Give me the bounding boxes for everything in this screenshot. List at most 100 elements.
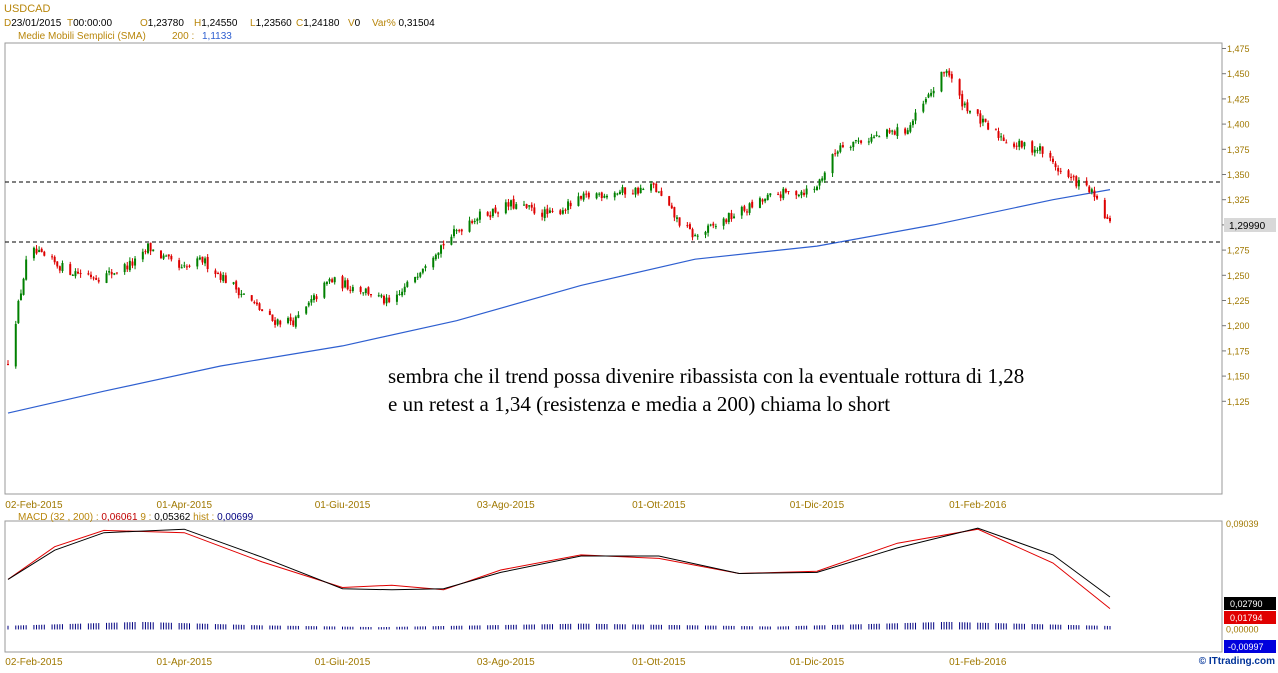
candle-body [32, 247, 35, 259]
macd-x-tick-label: 01-Giu-2015 [315, 657, 371, 668]
candle-body [406, 281, 409, 287]
candle-body [834, 153, 837, 155]
candle-body [784, 189, 787, 193]
sma-legend-period: 200 : [172, 31, 194, 42]
candle-body [43, 251, 46, 256]
candle-body [110, 272, 113, 275]
candle-body [294, 316, 297, 327]
candle-body [709, 224, 712, 226]
candle-body [331, 279, 334, 283]
candle-body [704, 231, 707, 235]
header-field: Var% 0,31504 [372, 18, 435, 29]
candle-body [307, 302, 310, 306]
candle-body [56, 261, 59, 267]
candle-body [126, 265, 129, 270]
candle-body [497, 212, 500, 214]
candle-body [279, 320, 282, 325]
candle-body [95, 278, 98, 280]
candle-body [74, 271, 77, 277]
candle-body [686, 225, 689, 227]
candle-body [836, 151, 839, 154]
candle-body [580, 195, 583, 199]
sma-legend-value: 1,1133 [202, 31, 232, 42]
candle-body [380, 295, 383, 297]
candle-body [818, 179, 821, 186]
candle-body [1090, 189, 1093, 193]
candle-body [1109, 218, 1111, 222]
candle-body [1033, 149, 1036, 153]
candle-body [89, 274, 92, 278]
candle-body [751, 201, 754, 208]
candle-body [961, 94, 964, 107]
candle-body [758, 198, 761, 208]
sma-legend-label: Medie Mobili Semplici (SMA) [18, 31, 146, 42]
candle-body [924, 98, 927, 103]
candle-body [217, 272, 220, 274]
candle-body [1002, 137, 1005, 141]
candle-body [268, 311, 271, 315]
candle-body [1077, 179, 1080, 187]
candle-body [528, 205, 531, 207]
candle-body [328, 279, 331, 282]
candle-body [1036, 149, 1039, 151]
candle-body [548, 210, 551, 213]
candle-body [1106, 216, 1109, 219]
candle-body [7, 364, 9, 366]
candle-body [797, 194, 800, 197]
candle-body [821, 178, 824, 181]
candle-body [857, 140, 860, 142]
candle-body [930, 92, 933, 96]
candle-body [948, 70, 951, 76]
candle-body [370, 294, 373, 296]
header-field: T00:00:00 [67, 18, 112, 29]
candle-body [235, 281, 238, 290]
candle-body [19, 293, 22, 301]
candle-body [740, 206, 743, 216]
price-x-tick-label: 01-Apr-2015 [157, 500, 213, 511]
macd-x-tick-label: 01-Ott-2015 [632, 657, 686, 668]
candle-body [17, 300, 20, 324]
macd-axis-min-box [1224, 640, 1276, 653]
candle-body [849, 146, 852, 148]
candle-body [87, 273, 90, 275]
candle-body [660, 190, 663, 196]
candle-body [1000, 136, 1003, 138]
sma-200-line [7, 189, 1111, 414]
candle-body [541, 212, 544, 217]
candle-body [945, 70, 948, 74]
candle-body [364, 288, 367, 294]
candle-body [906, 130, 909, 135]
candle-body [618, 191, 621, 195]
candle-body [1057, 168, 1060, 172]
candle-body [559, 210, 562, 215]
header-field: C1,24180 [296, 18, 340, 29]
price-tick-label: 1,200 [1227, 321, 1250, 331]
candle-body [655, 183, 658, 193]
candle-body [196, 258, 199, 267]
macd-x-tick-label: 01-Feb-2016 [949, 657, 1007, 668]
candle-body [489, 215, 492, 218]
candle-body [613, 192, 616, 198]
candle-body [725, 219, 728, 223]
candle-body [1031, 141, 1034, 153]
candle-body [377, 295, 380, 297]
candle-body [707, 225, 710, 233]
candle-body [128, 260, 131, 271]
candle-body [997, 131, 1000, 138]
price-x-tick-label: 02-Feb-2015 [5, 500, 63, 511]
candle-body [362, 292, 365, 294]
macd-last-label: 0,02790 [1230, 599, 1263, 609]
candle-body [852, 141, 855, 148]
candle-body [507, 202, 510, 207]
candle-body [14, 323, 17, 367]
candle-body [909, 125, 912, 132]
candle-body [242, 293, 245, 295]
candle-body [932, 90, 935, 94]
candle-body [1088, 186, 1091, 193]
candle-body [398, 294, 401, 296]
price-tick-label: 1,475 [1227, 44, 1250, 54]
candle-body [567, 201, 570, 210]
candle-body [452, 229, 455, 237]
candle-body [38, 250, 41, 253]
